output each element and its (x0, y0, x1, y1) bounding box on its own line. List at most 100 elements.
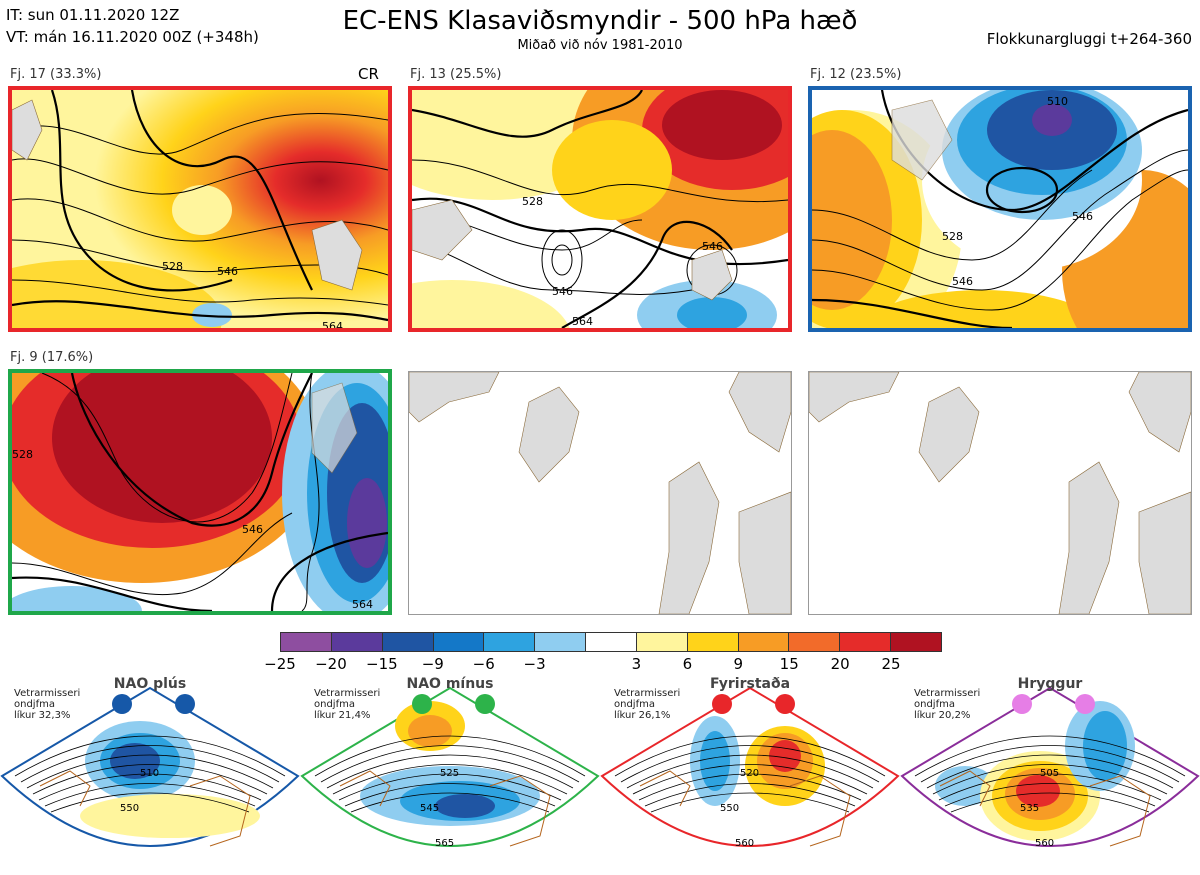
regime-note-line: líkur 20,2% (914, 710, 971, 721)
color-scale-swatch (636, 633, 688, 651)
height-contour (614, 735, 886, 777)
cluster-map-4: 528 546 564 (8, 369, 392, 615)
height-contour (320, 745, 580, 783)
color-scale-swatch (382, 633, 434, 651)
color-scale-swatch (331, 633, 383, 651)
color-scale-bar (280, 632, 942, 652)
regime-marker-dot (175, 694, 195, 714)
regime-marker-dot (412, 694, 432, 714)
regime-contour-label: 545 (420, 803, 439, 814)
coastline (339, 770, 551, 847)
color-scale-tick: −20 (315, 655, 347, 673)
color-scale-tick: 25 (881, 655, 901, 673)
regime-marker-dot (712, 694, 732, 714)
empty-map-panel-2 (808, 371, 1192, 615)
height-contour (326, 754, 574, 789)
color-scale-tick: 20 (830, 655, 850, 673)
regime-contour-label: 525 (440, 768, 459, 779)
regime-title: NAO plús (113, 676, 187, 692)
regime-note-line: ondjfma (14, 699, 55, 710)
color-scale-swatch (586, 633, 637, 651)
color-scale-swatch (281, 633, 332, 651)
anomaly-area (80, 794, 260, 838)
coastline (639, 770, 851, 847)
contour-label: 564 (352, 598, 373, 611)
height-contour (344, 783, 556, 807)
regime-contour-label: 560 (1035, 838, 1054, 849)
cluster-map-2: 528 546 546 564 (408, 86, 792, 332)
height-contour (314, 735, 586, 777)
cluster-tag-cr: CR (358, 65, 379, 83)
height-contour (338, 773, 562, 801)
height-contour (44, 783, 256, 807)
contour-label: 528 (162, 260, 183, 273)
anomaly-area (408, 715, 452, 747)
anomaly-area (1083, 711, 1127, 781)
height-contour (26, 754, 274, 789)
color-scale-swatch (484, 633, 536, 651)
regime-note: Vetrarmisseri ondjfma líkur 32,3% (14, 688, 80, 721)
regime-marker-dot (475, 694, 495, 714)
height-contour (932, 764, 1168, 795)
regime-contour-label: 505 (1040, 768, 1059, 779)
color-scale-tick: −6 (472, 655, 495, 673)
height-contour (50, 792, 250, 813)
contour-label: 546 (952, 275, 973, 288)
regime-title: Fyrirstaða (709, 676, 791, 692)
color-scale-tick: −3 (523, 655, 546, 673)
regime-note-line: Vetrarmisseri (314, 688, 381, 699)
regime-title: NAO mínus (406, 676, 494, 692)
color-scale-swatch (738, 633, 790, 651)
color-scale-swatch (840, 633, 892, 651)
regime-contour-label: 535 (1020, 803, 1039, 814)
regime-note: Vetrarmisseri ondjfma líkur 26,1% (614, 688, 680, 721)
anomaly-area (700, 731, 730, 791)
contour-label: 546 (217, 265, 238, 278)
regime-note-line: líkur 26,1% (614, 710, 671, 721)
height-contour (638, 773, 862, 801)
regime-panel: 505 535 560 Hryggur Vetrarmisseri ondjfma líku… (900, 676, 1200, 871)
regime-note: Vetrarmisseri ondjfma líkur 21,4% (314, 688, 380, 721)
regime-note: Vetrarmisseri ondjfma líkur 20,2% (914, 688, 980, 721)
regime-contour-label: 550 (120, 803, 139, 814)
regime-note-line: ondjfma (614, 699, 655, 710)
regime-panel: 525 545 565 NAO mínus Vetrarmisseri ondjfma lí… (300, 676, 600, 871)
contour-label: 564 (572, 315, 593, 328)
regime-panel: 510 550 NAO plús Vetrarmisseri ondjfma líkur … (0, 676, 300, 871)
height-contour (38, 773, 262, 801)
anomaly-area (435, 794, 495, 818)
cluster-label-1: Fj. 17 (33.3%) (10, 67, 102, 82)
regime-note-line: ondjfma (314, 699, 355, 710)
regime-note-line: líkur 32,3% (14, 710, 71, 721)
height-contour (626, 754, 874, 789)
color-scale-tick: −25 (264, 655, 296, 673)
regime-contour-label: 565 (435, 838, 454, 849)
valid-time: VT: mán 16.11.2020 00Z (+348h) (6, 28, 259, 46)
color-scale-swatch (891, 633, 941, 651)
height-contour (950, 792, 1150, 813)
color-scale-tick: −9 (421, 655, 444, 673)
height-contour (650, 792, 850, 813)
contour-label: 528 (12, 448, 33, 461)
height-contour (632, 764, 868, 795)
height-contour (350, 792, 550, 813)
contour-label: 546 (552, 285, 573, 298)
regime-marker-dot (775, 694, 795, 714)
height-contour (938, 773, 1162, 801)
contour-label: 528 (522, 195, 543, 208)
empty-map-panel-1 (408, 371, 792, 615)
regime-panel: 520 550 560 Fyrirstaða Vetrarmisseri ondjfma l… (600, 676, 900, 871)
color-scale-swatch (535, 633, 587, 651)
height-contour (332, 764, 568, 795)
color-scale-tick: 6 (682, 655, 693, 673)
color-scale-swatch (789, 633, 841, 651)
height-contour (20, 745, 280, 783)
regime-contour-label: 560 (735, 838, 754, 849)
height-contour (944, 783, 1156, 807)
page-subtitle: Miðað við nóv 1981-2010 (517, 38, 683, 53)
anomaly-area (769, 740, 801, 772)
height-contour (620, 745, 880, 783)
contour-label: 546 (702, 240, 723, 253)
regime-contour-label: 510 (140, 768, 159, 779)
coastline (939, 770, 1151, 847)
